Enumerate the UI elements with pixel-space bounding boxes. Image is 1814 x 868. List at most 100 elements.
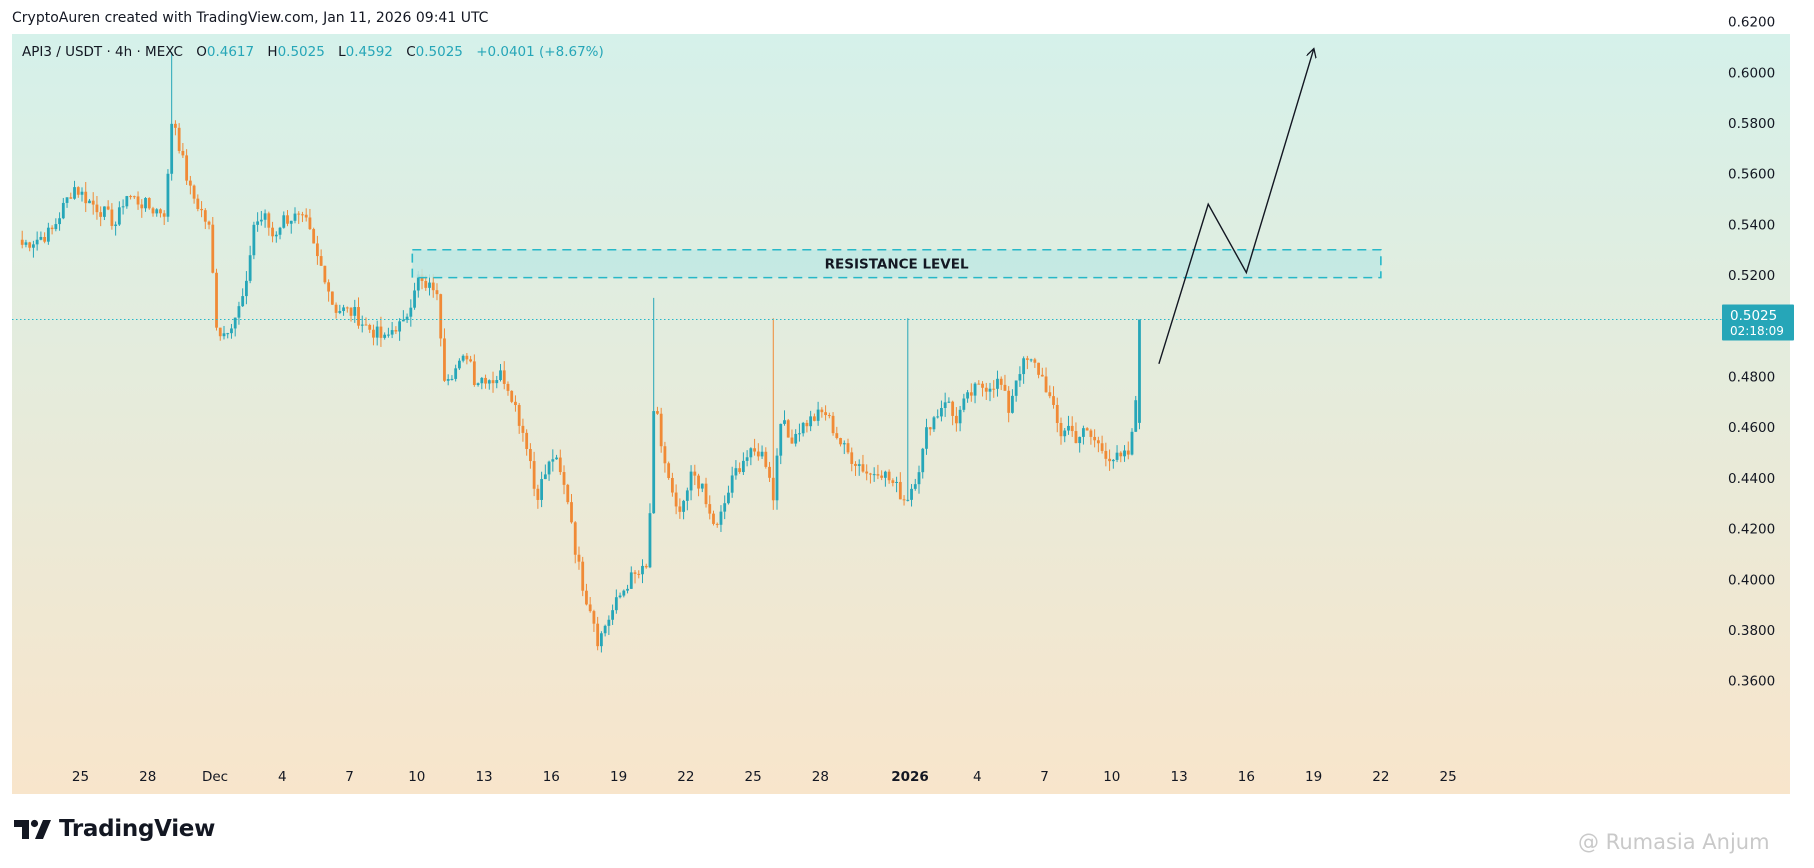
candles-layer	[20, 52, 1141, 653]
candle-body	[614, 597, 618, 611]
candle-body	[196, 198, 200, 209]
candle-body	[667, 463, 671, 478]
candle-body	[1078, 436, 1082, 444]
candle-body	[745, 457, 749, 461]
candle-body	[502, 370, 506, 384]
candle-body	[334, 304, 338, 313]
chart-credit: CryptoAuren created with TradingView.com…	[12, 10, 489, 26]
tradingview-logo[interactable]: TradingView	[14, 816, 215, 842]
low-value: 0.4592	[345, 44, 393, 60]
candle-body	[480, 377, 484, 384]
candle-body	[117, 207, 121, 225]
candle-body	[372, 329, 375, 338]
close-label: C	[406, 44, 416, 60]
plot-background	[12, 34, 1790, 794]
candle-body	[461, 355, 465, 361]
candle-body	[592, 611, 596, 624]
candle-body	[633, 572, 637, 574]
candle-body	[663, 446, 667, 464]
candle-body	[644, 565, 648, 568]
candle-body	[764, 451, 768, 467]
price-tick-label: 0.5600	[1728, 167, 1775, 183]
candle-body	[1011, 395, 1014, 413]
candle-body	[966, 392, 969, 399]
candle-body	[850, 452, 854, 464]
price-tick-label: 0.5800	[1728, 116, 1775, 132]
candle-body	[499, 370, 502, 381]
candle-body	[723, 503, 727, 512]
candle-body	[622, 590, 626, 596]
candle-body	[114, 224, 118, 226]
candle-body	[801, 422, 805, 434]
candle-body	[319, 256, 323, 266]
candle-body	[394, 330, 398, 332]
candle-body	[267, 213, 271, 228]
candle-body	[360, 324, 364, 326]
candle-body	[626, 588, 629, 591]
candle-body	[749, 448, 753, 458]
candle-body	[241, 296, 245, 307]
candle-body	[693, 471, 697, 476]
candle-body	[1115, 452, 1119, 460]
candle-body	[809, 416, 813, 427]
projection-arrow[interactable]	[1158, 49, 1314, 365]
candle-body	[446, 379, 450, 381]
time-tick-label: Dec	[202, 769, 228, 785]
candle-body	[439, 294, 443, 339]
candle-body	[827, 415, 831, 417]
candle-body	[1085, 428, 1089, 431]
candle-body	[528, 448, 532, 462]
candle-body	[969, 392, 973, 396]
resistance-zone[interactable]	[411, 248, 1382, 279]
candle-body	[99, 212, 103, 217]
candle-body	[301, 214, 304, 216]
candle-body	[734, 468, 738, 476]
candle-body	[562, 472, 566, 485]
candle-body	[484, 377, 487, 384]
candle-body	[181, 150, 185, 156]
candle-body	[973, 383, 977, 396]
candle-body	[1018, 374, 1022, 381]
candle-body	[450, 378, 454, 380]
candle-body	[211, 224, 215, 273]
candle-body	[573, 522, 577, 555]
candle-body	[222, 333, 226, 337]
candle-body	[1130, 431, 1134, 455]
candle-body	[816, 409, 820, 421]
candle-body	[166, 173, 170, 217]
candle-body	[61, 202, 65, 219]
current-price-badge[interactable]	[1722, 304, 1794, 341]
candle-body	[1025, 358, 1029, 360]
candle-body	[940, 408, 943, 417]
candle-body	[80, 191, 84, 195]
candle-body	[854, 463, 857, 466]
candle-body	[1037, 362, 1040, 375]
candle-body	[443, 338, 446, 381]
candle-body	[1033, 359, 1037, 363]
candle-body	[999, 378, 1003, 385]
time-axis[interactable]: 25 28 Dec 4 7 10 13 16 19 22 25 28 2026 4 7 10 13 16 19 22 2…	[72, 769, 1457, 785]
candle-body	[551, 459, 555, 462]
candle-body	[177, 127, 181, 151]
price-tick-label: 0.4000	[1728, 572, 1775, 588]
candle-body	[185, 155, 189, 181]
candle-body	[756, 451, 760, 457]
candle-body	[1067, 425, 1070, 431]
price-tick-label: 0.6200	[1728, 15, 1775, 31]
candle-body	[1123, 450, 1126, 457]
price-axis[interactable]: 0.3600 0.3800 0.4000 0.4200 0.4400 0.4600 0.48…	[1722, 15, 1794, 690]
candle-body	[435, 290, 439, 295]
price-tick-label: 0.6000	[1728, 65, 1775, 81]
candle-body	[704, 483, 708, 505]
candle-body	[689, 471, 693, 491]
candle-body	[637, 573, 641, 575]
candle-body	[768, 466, 771, 478]
candle-body	[69, 197, 73, 199]
candle-body	[349, 307, 353, 316]
candle-body	[155, 209, 159, 214]
time-tick-label: 25	[1440, 769, 1457, 785]
time-tick-label: 22	[677, 769, 694, 785]
candle-body	[540, 479, 544, 500]
candle-body	[786, 420, 790, 438]
